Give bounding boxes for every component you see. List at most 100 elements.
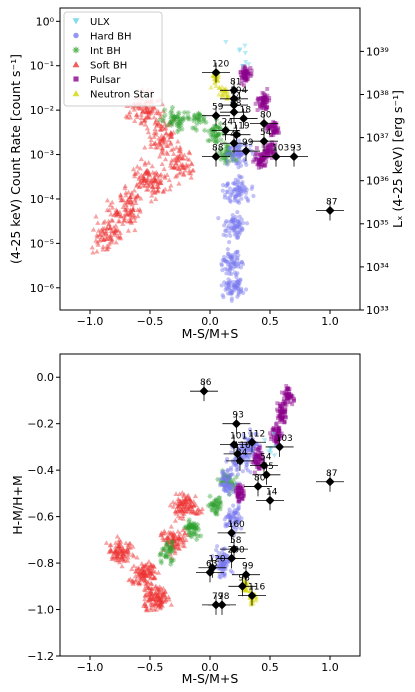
bottom-point (228, 516, 233, 521)
bottom-point (170, 537, 177, 542)
bottom-point (215, 544, 220, 549)
bottom-point (223, 562, 228, 567)
bottom-point (240, 491, 245, 495)
top-point (162, 139, 169, 144)
top-point (98, 227, 104, 233)
bottom-point (245, 468, 250, 473)
bottom-point (275, 434, 280, 439)
bottom-point (142, 587, 149, 593)
bottom-point (182, 497, 188, 503)
bottom-point (213, 497, 220, 503)
top-source-marker (229, 107, 239, 117)
top-point (160, 135, 166, 141)
bottom-point (222, 478, 229, 485)
top-point (228, 253, 233, 259)
top-point (259, 156, 263, 161)
bottom-point (218, 480, 224, 486)
top-point (142, 115, 149, 121)
bottom-point (116, 540, 123, 546)
top-point (235, 151, 240, 156)
bottom-point (110, 555, 116, 561)
bottom-point (235, 525, 240, 530)
top-point (232, 181, 237, 186)
top-point (273, 126, 278, 130)
top-point (238, 153, 243, 158)
top-point (222, 152, 229, 158)
bottom-point (117, 547, 123, 553)
bottom-point (261, 457, 266, 462)
bottom-point (235, 483, 240, 488)
bottom-point (125, 547, 131, 552)
top-point (226, 262, 231, 267)
bottom-point (274, 441, 278, 446)
bottom-point (113, 548, 119, 554)
top-point (244, 69, 249, 74)
top-point (236, 253, 241, 258)
top-point (234, 225, 239, 230)
bottom-point (176, 535, 182, 541)
top-point (157, 117, 163, 123)
bottom-point (137, 580, 143, 585)
top-point (93, 213, 99, 219)
top-point (141, 178, 147, 183)
top-point (239, 288, 244, 293)
bottom-point (227, 492, 232, 497)
bottom-point (240, 496, 245, 501)
bottom-point (115, 550, 121, 556)
bottom-point (222, 474, 227, 479)
bottom-point (182, 508, 188, 514)
top-source-marker (239, 113, 249, 123)
top-point (158, 123, 165, 129)
bottom-point (186, 528, 192, 535)
bottom-point (126, 541, 133, 546)
top-point (124, 212, 130, 217)
bottom-point (286, 394, 291, 399)
bottom-point (247, 447, 253, 452)
top-point (177, 148, 183, 154)
bottom-point (150, 596, 157, 601)
top-point (265, 99, 270, 104)
top-point (120, 197, 126, 203)
bottom-point (234, 463, 239, 468)
top-point (221, 183, 226, 188)
legend-label: Neutron Star (90, 90, 155, 101)
top-point (176, 119, 182, 126)
top-point (170, 112, 176, 118)
bottom-point (130, 543, 136, 549)
top-point (149, 192, 155, 198)
top-point (144, 105, 150, 111)
top-point (258, 157, 263, 162)
bottom-point (229, 472, 234, 477)
top-point (223, 228, 228, 233)
top-point (238, 175, 243, 180)
bottom-point (250, 597, 256, 602)
top-point (270, 146, 275, 151)
top-point (145, 129, 151, 135)
bottom-point (219, 561, 224, 566)
top-point (142, 160, 148, 165)
bottom-point (285, 396, 289, 401)
bottom-point (230, 477, 236, 483)
top-source-label: 54 (260, 128, 272, 138)
bottom-point (236, 506, 241, 511)
top-point (271, 124, 276, 128)
top-point (145, 170, 152, 176)
bottom-point (153, 597, 159, 603)
top-point (223, 145, 229, 152)
bottom-point (258, 445, 263, 450)
top-point (265, 151, 270, 156)
bottom-point (154, 600, 160, 606)
top-point (235, 185, 240, 190)
top-point (232, 270, 238, 275)
top-x-tick-label: 1.0 (321, 315, 339, 328)
top-point (246, 71, 251, 76)
top-point (241, 184, 246, 189)
top-point (223, 39, 229, 45)
bottom-point (230, 510, 235, 515)
bottom-point (236, 492, 241, 497)
top-point (225, 143, 231, 149)
bottom-point (228, 472, 233, 477)
bottom-point (111, 554, 118, 559)
bottom-point (232, 481, 239, 488)
top-point (222, 160, 228, 166)
